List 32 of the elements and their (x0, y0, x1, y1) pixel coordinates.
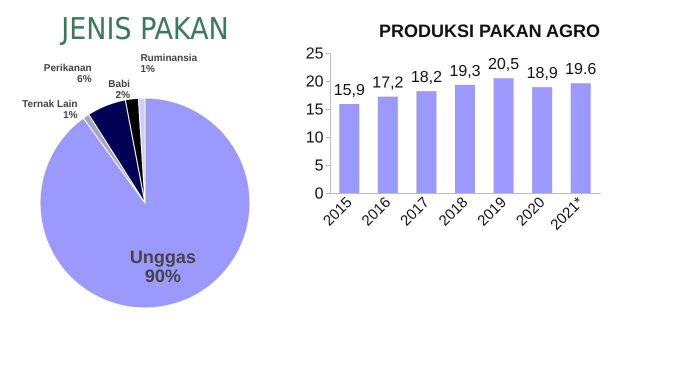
chart-title: PRODUKSI PAKAN AGRO (378, 21, 600, 41)
y-tick-label: 20 (306, 74, 324, 90)
data-label: 20,5 (488, 56, 520, 74)
slice-label: Babi (108, 78, 130, 90)
bar (494, 78, 514, 193)
y-tick-label: 25 (306, 46, 324, 62)
y-tick-label: 5 (314, 158, 324, 174)
data-label: 90% (144, 266, 181, 286)
data-label: 17,2 (372, 74, 404, 92)
bar (570, 83, 591, 193)
data-label: 18,2 (410, 69, 442, 86)
data-label: 15,9 (334, 82, 365, 99)
bar (378, 96, 398, 193)
y-tick-label: 10 (306, 130, 324, 146)
slice-label: Unggas (130, 246, 196, 267)
slice-label: Ruminansia (140, 53, 198, 64)
slice-label: Perikanan (44, 63, 92, 74)
data-label: 18,9 (526, 65, 558, 82)
data-label: 2% (116, 90, 130, 101)
y-tick-label: 0 (314, 186, 324, 202)
data-label: 1% (140, 64, 156, 76)
data-label: 6% (77, 74, 92, 86)
data-label: 19,3 (449, 62, 481, 80)
data-label: 19.6 (565, 61, 596, 78)
bar (416, 91, 436, 193)
slice-label: Ternak Lain (22, 98, 78, 110)
bar (455, 84, 475, 193)
y-tick-label: 15 (306, 102, 324, 118)
data-label: 1% (63, 110, 78, 121)
chart-title: JENIS PAKAN (59, 12, 229, 48)
bar (339, 104, 360, 193)
bar (532, 87, 552, 193)
